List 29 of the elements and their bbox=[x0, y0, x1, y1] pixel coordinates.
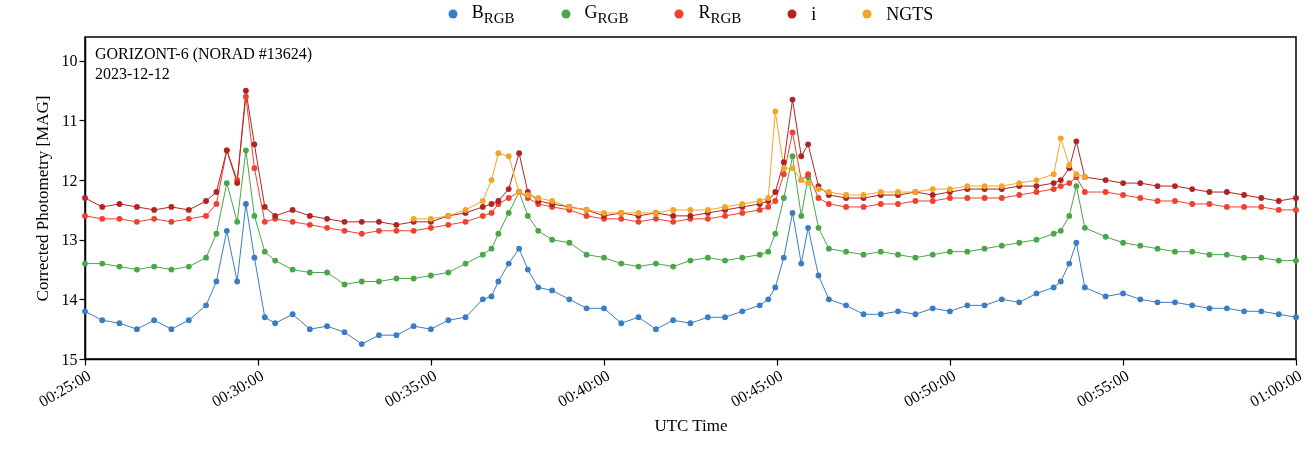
point bbox=[687, 207, 694, 213]
point bbox=[929, 186, 936, 192]
legend-label: R$_{RGB}$ bbox=[698, 2, 742, 27]
point bbox=[505, 153, 512, 160]
point bbox=[495, 150, 502, 157]
legend-label: NGTS bbox=[886, 3, 934, 25]
y-tick-label: 11 bbox=[62, 111, 78, 129]
annotation: GORIZONT-6 (NORAD #13624) bbox=[95, 45, 313, 63]
legend-label: G$_{RGB}$ bbox=[584, 2, 629, 27]
y-tick-label: 15 bbox=[61, 350, 78, 368]
x-axis-title: UTC Time bbox=[654, 415, 728, 435]
annotation: 2023-12-12 bbox=[95, 65, 170, 82]
point bbox=[780, 165, 787, 172]
point bbox=[670, 207, 677, 213]
y-axis-title: Corrected Photometry [MAG] bbox=[32, 95, 52, 302]
point bbox=[1033, 177, 1040, 184]
point bbox=[772, 108, 779, 115]
point bbox=[789, 165, 796, 172]
legend-label: i bbox=[811, 3, 817, 25]
y-tick-label: 10 bbox=[61, 52, 78, 70]
y-tick-label: 12 bbox=[61, 171, 78, 189]
legend-label: B$_{RGB}$ bbox=[471, 2, 515, 27]
point bbox=[488, 177, 495, 184]
y-tick-label: 14 bbox=[61, 290, 78, 308]
y-tick-label: 13 bbox=[61, 231, 78, 249]
point bbox=[479, 198, 486, 204]
point bbox=[1057, 135, 1064, 142]
point bbox=[1050, 171, 1057, 178]
point bbox=[805, 180, 812, 186]
